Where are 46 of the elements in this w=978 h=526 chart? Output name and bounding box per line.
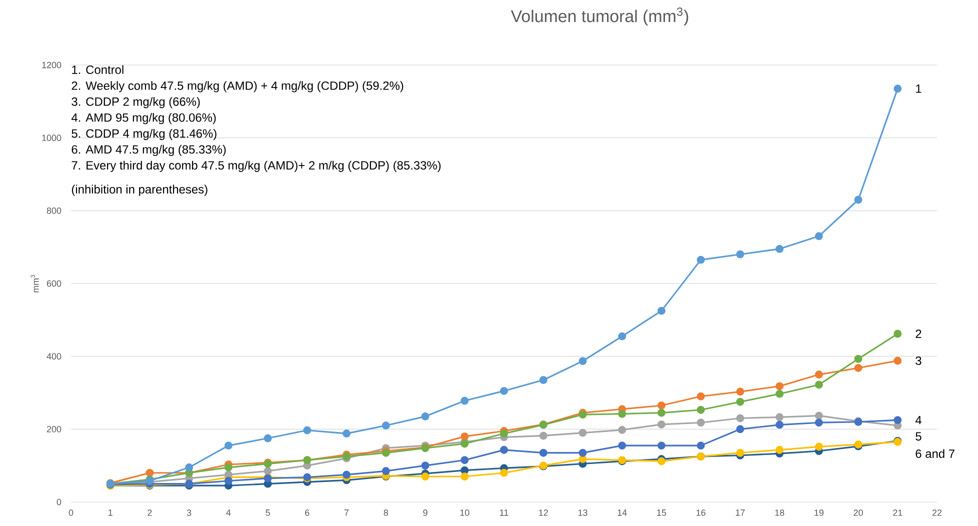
y-tick-label: 600: [46, 280, 62, 287]
x-tick-label: 9: [423, 510, 428, 516]
annotation: 2. Weekly comb 47.5 mg/kg (AMD) + 4 mg/kg (CDDP) (59.2%): [72, 81, 404, 92]
y-tick-label: 400: [46, 353, 62, 360]
x-tick-label: 2: [148, 510, 152, 516]
y-axis-title: mm$^{3}$: [30, 274, 39, 292]
x-tick-label: 18: [775, 510, 784, 516]
x-tick-label: 21: [893, 510, 902, 516]
x-tick-label: 19: [814, 510, 824, 516]
chart-title: Volumen tumoral (mm$^{3}$): [510, 8, 688, 26]
x-tick-label: 11: [500, 510, 508, 516]
x-tick-label: 14: [618, 510, 627, 516]
x-tick-label: 0: [68, 510, 74, 516]
series-label: 3: [916, 356, 922, 365]
x-tick-label: 12: [539, 510, 548, 516]
x-tick-label: 3: [186, 510, 192, 516]
series-label: 1: [916, 84, 922, 93]
x-tick-label: 15: [657, 510, 666, 516]
series-label: 4: [915, 416, 922, 424]
y-tick-label: 0: [56, 498, 62, 506]
series-label: 5: [916, 432, 922, 441]
x-tick-label: 1: [108, 510, 112, 516]
annotation: 6 and 7: [916, 449, 954, 458]
x-tick-label: 17: [736, 510, 745, 516]
y-tick-label: 200: [46, 426, 62, 432]
x-tick-label: 22: [932, 510, 942, 516]
annotation: 7. Every third day comb 47.5 mg/kg (AMD)+ 2 m/kg (CDDP) (85.33%): [72, 160, 441, 172]
x-tick-label: 5: [266, 510, 270, 516]
annotation: 1. Control: [72, 65, 124, 74]
x-tick-label: 8: [384, 510, 388, 516]
annotation: 3. CDDP 2 mg/kg (66%): [72, 97, 200, 108]
x-tick-label: 20: [854, 510, 863, 516]
x-tick-label: 6: [305, 510, 310, 516]
series-label: 2: [916, 330, 922, 338]
annotation: 5. CDDP 4 mg/kg (81.46%): [72, 128, 216, 140]
x-tick-label: 4: [226, 510, 231, 516]
x-tick-label: 13: [578, 510, 588, 516]
y-tick-label: 1000: [42, 134, 62, 142]
annotation: (inhibition in parentheses): [72, 184, 208, 196]
x-tick-label: 10: [460, 510, 470, 516]
y-tick-label: 1200: [42, 62, 62, 68]
annotation: 6. AMD 47.5 mg/kg (85.33%): [72, 144, 226, 156]
y-tick-label: 800: [46, 207, 62, 214]
annotation: 4. AMD 95 mg/kg (80.06%): [71, 113, 216, 124]
x-tick-label: 7: [344, 510, 349, 516]
x-tick-label: 16: [696, 510, 706, 516]
